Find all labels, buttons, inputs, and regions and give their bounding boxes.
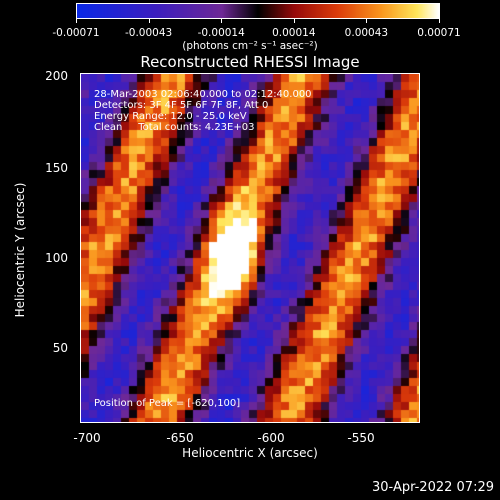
info-time: 28-Mar-2003 02:06:40.000 to 02:12:40.000 <box>94 89 312 100</box>
reconstructed-image <box>81 74 419 422</box>
ytick-label-200: 200 <box>45 69 68 83</box>
info-energy: Energy Range: 12.0 - 25.0 keV <box>94 111 247 122</box>
colorbar-units: (photons cm⁻² s⁻¹ asec⁻²) <box>182 40 318 52</box>
colorbar-tick <box>439 19 440 23</box>
colorbar-tick-label: 0.00043 <box>344 27 389 39</box>
rhessi-image-plot: 28-Mar-2003 02:06:40.000 to 02:12:40.000… <box>80 73 420 423</box>
xtick-label-600: -600 <box>257 431 285 445</box>
colorbar-tick <box>221 19 223 23</box>
colorbar-tick-label: -0.00014 <box>197 27 245 39</box>
colorbar-tick <box>76 19 77 23</box>
colorbar-tick-label: 0.00071 <box>417 27 461 39</box>
colorbar-tick <box>293 19 295 23</box>
colorbar-tick-label: -0.00071 <box>52 27 100 39</box>
colorbar-tick <box>148 19 150 23</box>
colorbar-tick-label: 0.00014 <box>272 27 316 39</box>
info-detectors: Detectors: 3F 4F 5F 6F 7F 8F, Att 0 <box>94 100 269 111</box>
colorbar-tick <box>366 19 368 23</box>
x-axis-label: Heliocentric X (arcsec) <box>182 446 318 460</box>
xtick-label-700: -700 <box>73 431 101 445</box>
render-timestamp: 30-Apr-2022 07:29 <box>372 480 494 495</box>
ytick-label-150: 150 <box>45 161 68 175</box>
xtick-label-550: -550 <box>347 431 375 445</box>
colorbar-tick-label: -0.00043 <box>124 27 173 39</box>
image-title: Reconstructed RHESSI Image <box>140 53 360 71</box>
info-clean: Clean Total counts: 4.23E+03 <box>94 122 255 133</box>
y-axis-label: Heliocentric Y (arcsec) <box>13 182 27 318</box>
colorbar <box>76 3 440 19</box>
xtick-label-650: -650 <box>166 431 194 445</box>
ytick-label-100: 100 <box>45 251 68 265</box>
ytick-label-50: 50 <box>52 341 68 355</box>
peak-position: Position of Peak = [-620,100] <box>94 398 241 409</box>
